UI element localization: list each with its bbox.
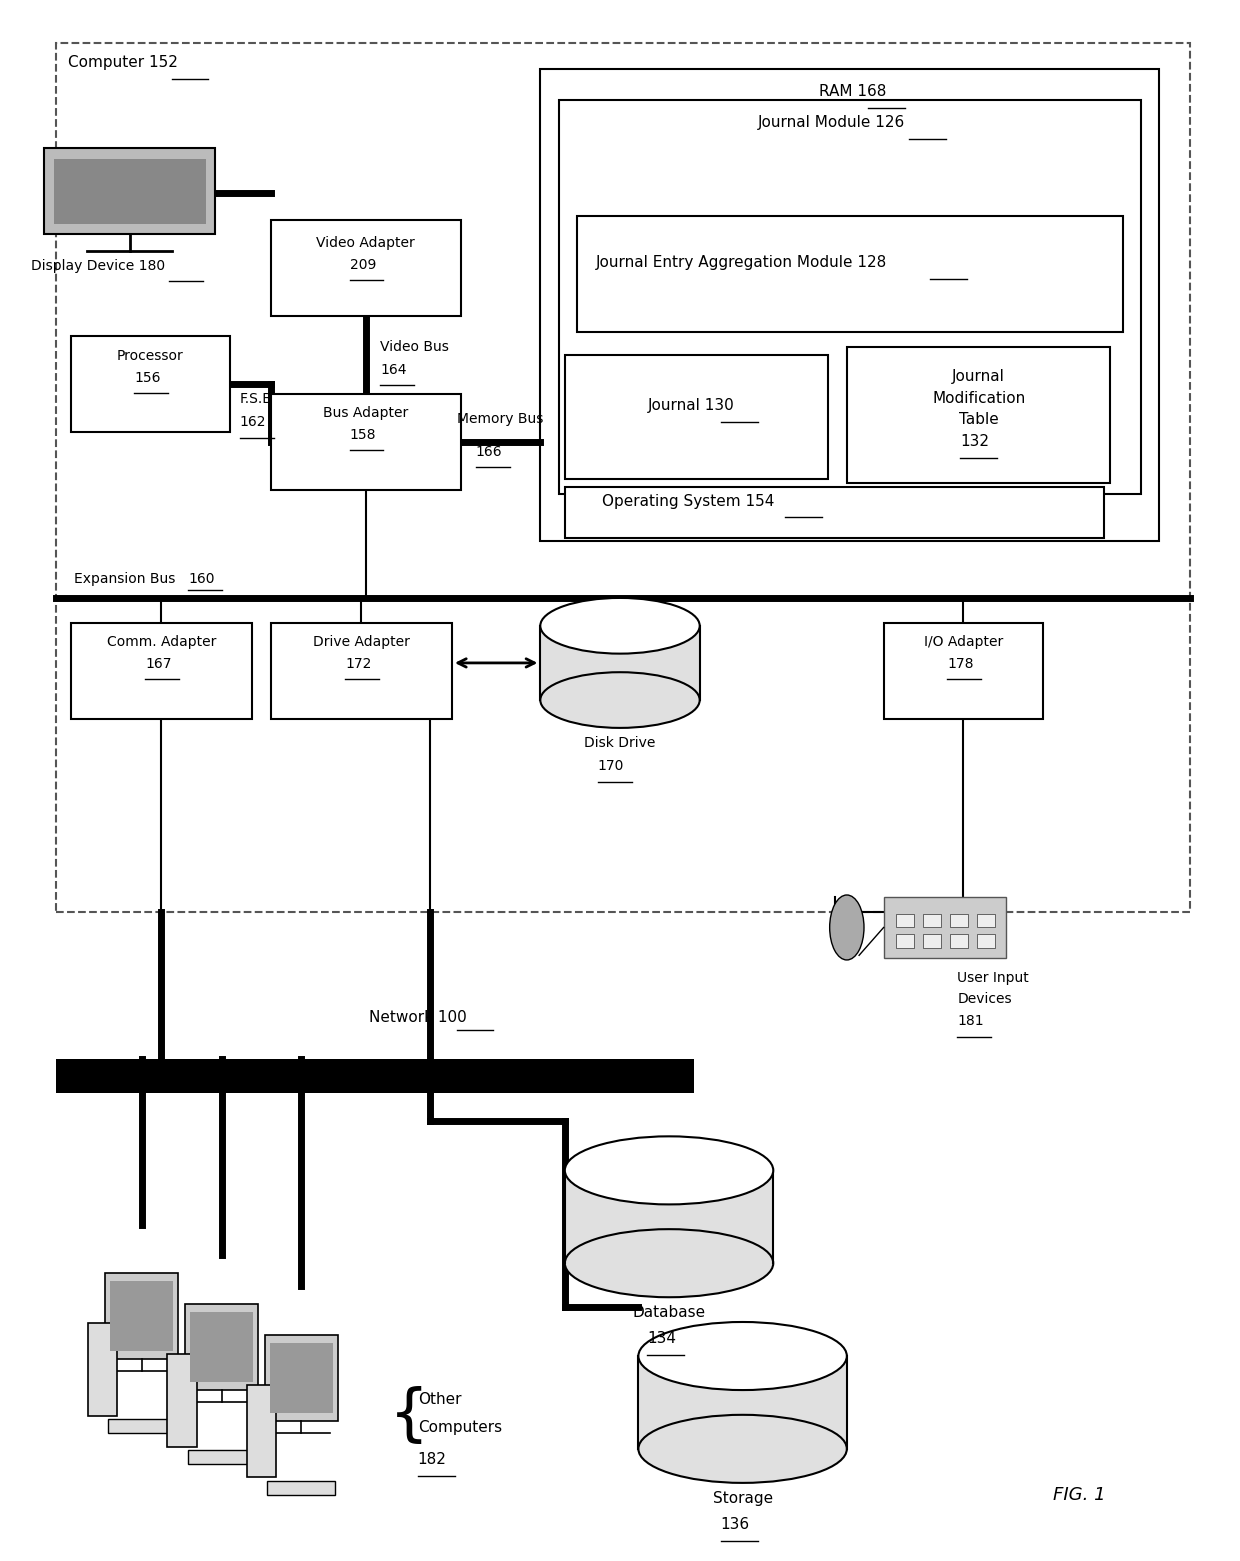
FancyBboxPatch shape: [565, 354, 828, 479]
Ellipse shape: [565, 1136, 774, 1205]
Ellipse shape: [639, 1322, 847, 1389]
FancyBboxPatch shape: [53, 159, 206, 223]
Text: Memory Bus: Memory Bus: [458, 412, 543, 426]
Ellipse shape: [541, 598, 699, 654]
FancyBboxPatch shape: [264, 1335, 337, 1421]
FancyBboxPatch shape: [895, 933, 914, 948]
FancyBboxPatch shape: [56, 42, 1190, 912]
Text: FIG. 1: FIG. 1: [1054, 1486, 1106, 1505]
Text: Video Adapter: Video Adapter: [316, 236, 415, 250]
Text: F.S.B: F.S.B: [239, 392, 273, 406]
FancyBboxPatch shape: [541, 69, 1159, 540]
Text: Disk Drive: Disk Drive: [584, 735, 656, 749]
FancyBboxPatch shape: [43, 148, 216, 234]
FancyBboxPatch shape: [270, 393, 460, 490]
Text: Table: Table: [959, 412, 998, 428]
Text: Journal Module 126: Journal Module 126: [758, 116, 905, 130]
Text: Bus Adapter: Bus Adapter: [322, 406, 408, 420]
Text: RAM 168: RAM 168: [820, 84, 887, 100]
FancyBboxPatch shape: [56, 1058, 693, 1093]
FancyBboxPatch shape: [167, 1353, 196, 1447]
Text: 136: 136: [720, 1517, 750, 1531]
Text: User Input: User Input: [957, 971, 1029, 985]
Text: 182: 182: [418, 1452, 446, 1467]
FancyBboxPatch shape: [247, 1385, 277, 1477]
FancyBboxPatch shape: [71, 623, 252, 718]
Text: 170: 170: [598, 759, 624, 773]
Text: Other: Other: [418, 1392, 461, 1406]
FancyBboxPatch shape: [923, 913, 941, 927]
FancyBboxPatch shape: [565, 487, 1105, 537]
Text: 178: 178: [947, 657, 973, 671]
FancyBboxPatch shape: [185, 1303, 258, 1389]
Text: Computer 152: Computer 152: [68, 55, 179, 70]
FancyBboxPatch shape: [977, 933, 996, 948]
Text: Processor: Processor: [117, 348, 184, 362]
FancyBboxPatch shape: [950, 913, 968, 927]
Text: 134: 134: [647, 1332, 676, 1346]
Text: Journal: Journal: [952, 368, 1006, 384]
FancyBboxPatch shape: [559, 100, 1141, 495]
Text: 132: 132: [960, 434, 990, 450]
Ellipse shape: [565, 1229, 774, 1297]
Text: Expansion Bus: Expansion Bus: [74, 571, 176, 585]
Text: 181: 181: [957, 1015, 983, 1029]
Text: Drive Adapter: Drive Adapter: [312, 635, 409, 649]
Text: 209: 209: [350, 258, 376, 272]
FancyBboxPatch shape: [565, 1171, 774, 1263]
Text: Modification: Modification: [932, 390, 1025, 406]
Ellipse shape: [639, 1414, 847, 1483]
FancyBboxPatch shape: [884, 896, 1006, 958]
FancyBboxPatch shape: [105, 1274, 179, 1358]
FancyBboxPatch shape: [270, 623, 453, 718]
FancyBboxPatch shape: [577, 215, 1122, 332]
FancyBboxPatch shape: [895, 913, 914, 927]
Text: Storage: Storage: [713, 1491, 773, 1506]
FancyBboxPatch shape: [847, 347, 1111, 484]
Text: Devices: Devices: [957, 993, 1012, 1007]
Text: 158: 158: [350, 428, 376, 442]
FancyBboxPatch shape: [190, 1311, 253, 1381]
Text: 172: 172: [346, 657, 372, 671]
Text: Operating System 154: Operating System 154: [601, 493, 774, 509]
FancyBboxPatch shape: [108, 1419, 176, 1433]
FancyBboxPatch shape: [268, 1481, 335, 1495]
Text: Journal Entry Aggregation Module 128: Journal Entry Aggregation Module 128: [595, 256, 887, 270]
Text: 156: 156: [134, 370, 161, 384]
Text: 162: 162: [239, 415, 267, 429]
FancyBboxPatch shape: [71, 337, 231, 432]
Text: 166: 166: [476, 445, 502, 459]
Text: Comm. Adapter: Comm. Adapter: [107, 635, 216, 649]
Ellipse shape: [541, 673, 699, 727]
Text: I/O Adapter: I/O Adapter: [924, 635, 1003, 649]
FancyBboxPatch shape: [88, 1324, 117, 1416]
Ellipse shape: [830, 894, 864, 960]
FancyBboxPatch shape: [270, 220, 460, 317]
Text: }: }: [374, 1381, 414, 1442]
Text: Network 100: Network 100: [368, 1010, 466, 1026]
Text: 160: 160: [188, 571, 215, 585]
FancyBboxPatch shape: [884, 623, 1043, 718]
FancyBboxPatch shape: [639, 1357, 847, 1449]
FancyBboxPatch shape: [269, 1342, 332, 1413]
Text: Display Device 180: Display Device 180: [31, 259, 166, 273]
Text: Database: Database: [632, 1305, 706, 1321]
FancyBboxPatch shape: [541, 626, 699, 699]
Text: Journal 130: Journal 130: [647, 398, 734, 414]
Text: 164: 164: [381, 362, 407, 376]
Text: 167: 167: [145, 657, 172, 671]
Text: Computers: Computers: [418, 1419, 502, 1435]
FancyBboxPatch shape: [977, 913, 996, 927]
FancyBboxPatch shape: [923, 933, 941, 948]
FancyBboxPatch shape: [187, 1450, 255, 1464]
Text: Video Bus: Video Bus: [381, 340, 449, 354]
FancyBboxPatch shape: [950, 933, 968, 948]
FancyBboxPatch shape: [110, 1282, 174, 1350]
